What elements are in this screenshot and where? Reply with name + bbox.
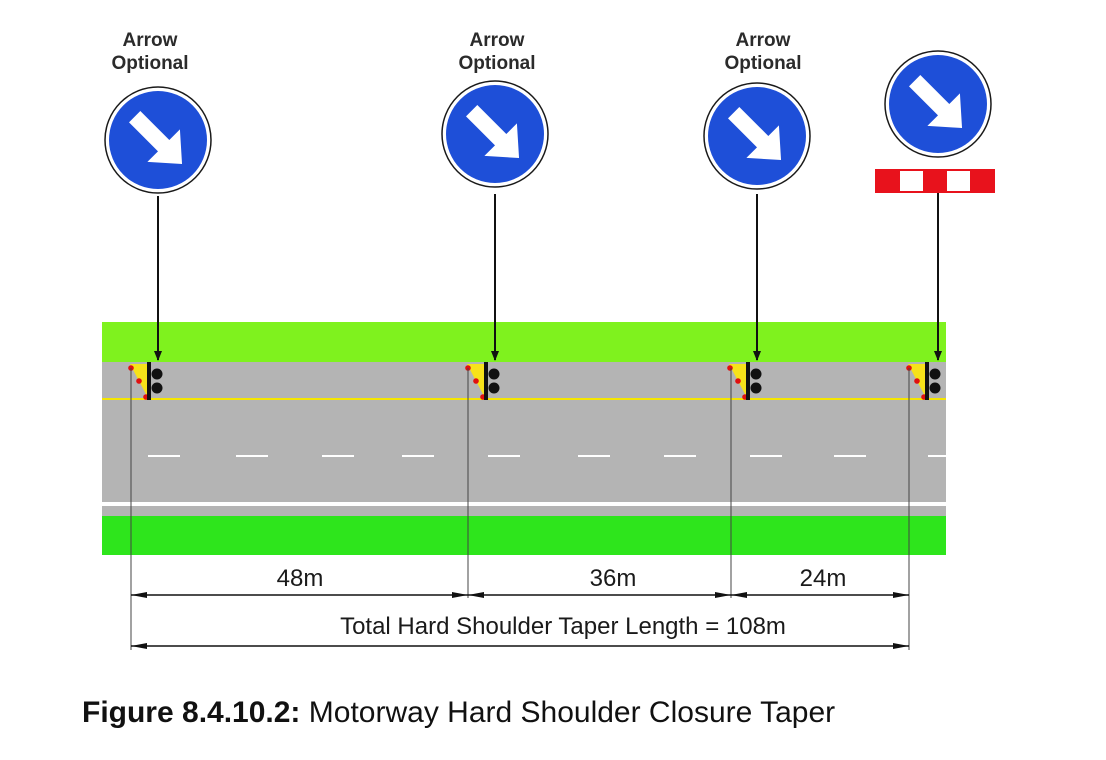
keep-right-sign-icon	[884, 50, 992, 158]
sign-3: Arrow Optional	[703, 30, 811, 361]
keep-right-sign-icon	[703, 82, 811, 190]
keep-right-sign-icon	[441, 80, 549, 188]
road	[102, 322, 946, 555]
sign-3-label-line1: Arrow	[736, 30, 791, 51]
taper-unit-2	[465, 362, 500, 400]
segment-3-length: 24m	[800, 565, 847, 592]
keep-right-sign-icon	[104, 86, 212, 194]
lamp-icon	[746, 362, 750, 400]
lamp-icon	[147, 362, 151, 400]
sign-2-label-line2: Optional	[458, 53, 535, 74]
sign-2: Arrow Optional	[441, 30, 549, 361]
upper-verge	[102, 322, 946, 362]
lamp-icon	[925, 362, 929, 400]
segment-2-length: 36m	[590, 565, 637, 592]
barrier-board-icon	[875, 169, 995, 193]
lower-strip	[102, 506, 946, 516]
sign-1-label-line2: Optional	[111, 53, 188, 74]
segment-1-length: 48m	[277, 565, 324, 592]
taper-unit-1	[128, 362, 163, 400]
lower-verge	[102, 516, 946, 555]
figure-number: Figure 8.4.10.2:	[82, 696, 301, 729]
sign-2-label-line1: Arrow	[470, 30, 525, 51]
sign-4	[875, 50, 995, 361]
sign-1: Arrow Optional	[104, 30, 212, 361]
figure-title: Motorway Hard Shoulder Closure Taper	[308, 696, 836, 729]
sign-3-label-line2: Optional	[724, 53, 801, 74]
lamp-icon	[484, 362, 488, 400]
total-length-label: Total Hard Shoulder Taper Length = 108m	[340, 613, 786, 640]
extension-lines	[130, 368, 910, 650]
sign-1-label-line1: Arrow	[123, 30, 178, 51]
figure-caption: Figure 8.4.10.2: Motorway Hard Shoulder …	[82, 696, 835, 730]
taper-unit-3	[727, 362, 762, 400]
lower-edge-line	[102, 502, 946, 506]
carriageway	[102, 362, 946, 502]
